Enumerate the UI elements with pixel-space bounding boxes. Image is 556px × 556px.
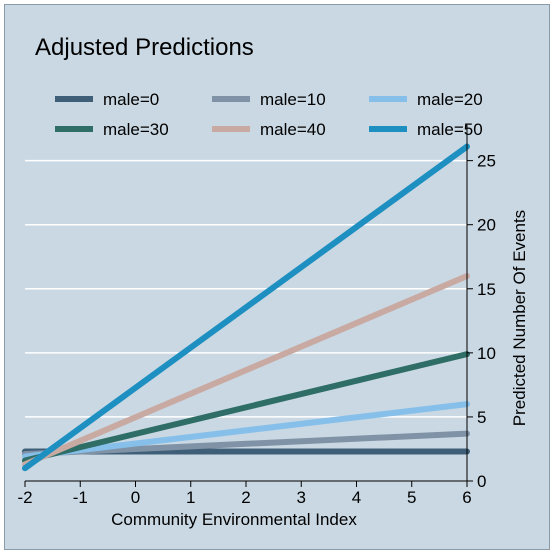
y-tick-label-25: 25 xyxy=(477,152,496,171)
legend-label-male-30: male=30 xyxy=(103,120,169,139)
y-tick-label-5: 5 xyxy=(477,408,486,427)
chart: Adjusted Predictions male=0 male=10 male=2… xyxy=(17,34,529,529)
x-tick-label-0: 0 xyxy=(131,488,140,507)
legend-label-male-40: male=40 xyxy=(260,120,326,139)
legend: male=0 male=10 male=20 male=30 male=40 male=5… xyxy=(55,90,483,139)
x-tick-label--2: -2 xyxy=(17,488,32,507)
x-tick-label-3: 3 xyxy=(297,488,306,507)
x-tick-label-6: 6 xyxy=(462,488,471,507)
x-tick-label-5: 5 xyxy=(407,488,416,507)
x-tick-label-4: 4 xyxy=(352,488,361,507)
series-lines xyxy=(22,143,470,472)
gridlines xyxy=(25,159,467,418)
series-line-male-30 xyxy=(22,351,470,464)
legend-label-male-20: male=20 xyxy=(417,90,483,109)
x-tick-label--1: -1 xyxy=(73,488,88,507)
series-line-male-50 xyxy=(22,143,470,472)
series-line-male-40 xyxy=(22,272,470,468)
legend-label-male-50: male=50 xyxy=(417,120,483,139)
y-axis-label: Predicted Number Of Events xyxy=(510,210,529,426)
x-tick-label-1: 1 xyxy=(186,488,195,507)
y-tick-label-15: 15 xyxy=(477,280,496,299)
y-tick-label-0: 0 xyxy=(477,472,486,491)
y-tick-label-10: 10 xyxy=(477,344,496,363)
y-tick-label-20: 20 xyxy=(477,216,496,235)
legend-label-male-10: male=10 xyxy=(260,90,326,109)
chart-frame: Adjusted Predictions male=0 male=10 male=2… xyxy=(4,4,550,550)
x-tick-label-2: 2 xyxy=(241,488,250,507)
series-line-male-20 xyxy=(22,401,470,460)
chart-title: Adjusted Predictions xyxy=(35,34,254,61)
x-axis-label: Community Environmental Index xyxy=(111,510,357,529)
legend-label-male-0: male=0 xyxy=(103,90,159,109)
